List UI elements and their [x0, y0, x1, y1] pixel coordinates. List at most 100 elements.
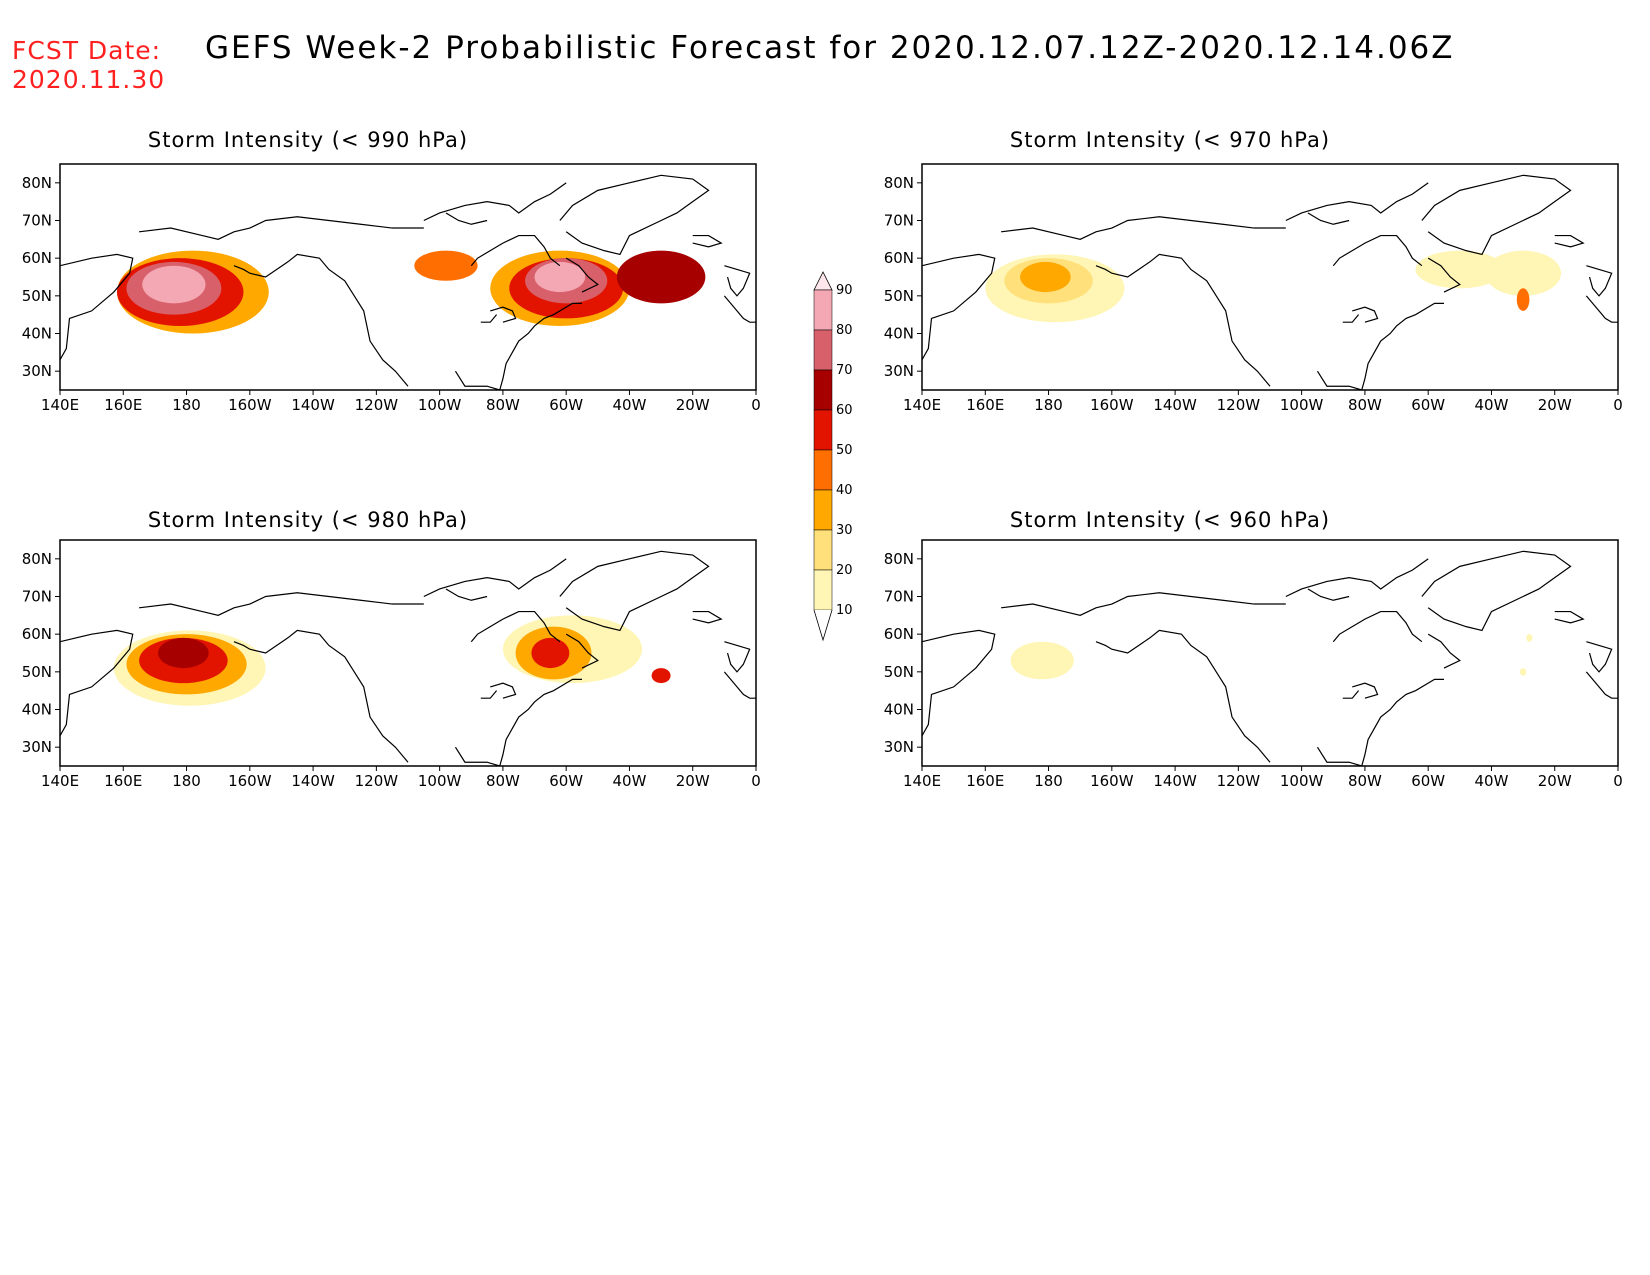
coastline — [423, 182, 567, 222]
coastline — [1332, 610, 1423, 643]
probability-contour — [1010, 641, 1074, 680]
x-tick-label: 140W — [1153, 396, 1197, 414]
x-tick-label: 180 — [1034, 772, 1063, 790]
probability-contour — [1415, 250, 1505, 289]
map-panel-970: 140E 160E 180 160W 140W 120W 100W 80W 60W 40W 20W 0… — [862, 160, 1642, 430]
x-tick-label: 100W — [418, 772, 462, 790]
x-tick-label: 140W — [291, 772, 335, 790]
coastline — [559, 550, 710, 632]
coastline — [139, 592, 424, 616]
colorbar-swatch — [813, 529, 833, 571]
colorbar: 10 20 30 40 50 60 70 80 90 — [808, 270, 868, 694]
panel-title-960: Storm Intensity (< 960 hPa) — [1009, 508, 1331, 532]
map-panel-990: 140E 160E 180 160W 140W 120W 100W 80W 60W 40W 20W 0… — [0, 160, 780, 430]
y-tick-label: 80N — [22, 174, 52, 192]
coastline — [470, 610, 561, 643]
y-tick-label: 30N — [884, 362, 914, 380]
coastline — [559, 174, 710, 256]
coastline — [724, 641, 751, 673]
y-tick-label: 30N — [22, 362, 52, 380]
coastline — [1585, 295, 1618, 323]
coastline — [723, 295, 756, 323]
colorbar-swatch — [813, 449, 833, 491]
colorbar-swatch — [813, 369, 833, 411]
y-tick-label: 70N — [22, 588, 52, 606]
y-tick-label: 60N — [884, 625, 914, 643]
coastline — [454, 302, 582, 390]
probability-contour — [1519, 668, 1527, 676]
coastline — [1332, 234, 1423, 267]
probability-shading — [113, 615, 671, 706]
x-tick-label: 140E — [903, 396, 941, 414]
map-panel-960: 140E 160E 180 160W 140W 120W 100W 80W 60W 40W 20W 0… — [862, 536, 1642, 806]
y-tick-label: 50N — [22, 287, 52, 305]
probability-contour — [414, 250, 478, 281]
coastline — [1285, 558, 1429, 598]
coastlines — [60, 174, 756, 390]
probability-contour — [1020, 261, 1071, 293]
x-tick-label: 160E — [104, 396, 142, 414]
panel-title-970: Storm Intensity (< 970 hPa) — [1009, 128, 1331, 152]
coastline — [1001, 216, 1286, 240]
x-tick-label: 120W — [355, 772, 399, 790]
coastline — [470, 234, 561, 267]
coastline — [1586, 265, 1613, 297]
coastline — [723, 671, 756, 699]
coastline — [1316, 678, 1444, 766]
map-frame — [921, 163, 1619, 391]
coastline — [1554, 610, 1585, 624]
map-frame — [59, 163, 757, 391]
x-tick-label: 20W — [676, 772, 710, 790]
coastline — [724, 265, 751, 297]
panel-title-990: Storm Intensity (< 990 hPa) — [147, 128, 469, 152]
x-tick-label: 160E — [966, 396, 1004, 414]
y-tick-label: 70N — [884, 588, 914, 606]
probability-contour — [142, 265, 206, 304]
y-tick-label: 40N — [22, 701, 52, 719]
y-tick-label: 80N — [884, 174, 914, 192]
y-tick-label: 40N — [884, 701, 914, 719]
coastline — [1427, 633, 1461, 669]
x-tick-label: 0 — [751, 772, 761, 790]
coastline — [1421, 174, 1572, 256]
coastline — [565, 633, 599, 669]
probability-shading — [985, 250, 1562, 323]
coastline — [445, 212, 488, 225]
x-tick-label: 160E — [104, 772, 142, 790]
coastlines — [922, 550, 1618, 766]
x-tick-label: 140E — [41, 772, 79, 790]
coastline — [480, 314, 498, 323]
y-tick-label: 40N — [884, 325, 914, 343]
coastline — [445, 588, 488, 601]
coastline — [1095, 253, 1271, 387]
x-tick-label: 20W — [1538, 396, 1572, 414]
coastline — [1307, 212, 1350, 225]
main-title: GEFS Week-2 Probabilistic Forecast for 2… — [205, 30, 1455, 66]
y-tick-label: 30N — [22, 738, 52, 756]
x-tick-label: 160E — [966, 772, 1004, 790]
probability-contour — [1526, 634, 1533, 642]
x-tick-label: 160W — [1090, 772, 1134, 790]
coastline — [60, 253, 134, 361]
probability-contour — [1485, 250, 1562, 296]
probability-shading — [1010, 634, 1533, 680]
x-tick-label: 0 — [751, 396, 761, 414]
y-tick-label: 70N — [884, 212, 914, 230]
probability-contour — [1516, 288, 1530, 311]
colorbar-svg: 10 20 30 40 50 60 70 80 90 — [813, 271, 853, 642]
coastlines — [60, 550, 756, 766]
coastline — [139, 216, 424, 240]
panel-title-980: Storm Intensity (< 980 hPa) — [147, 508, 469, 532]
x-tick-label: 120W — [1217, 772, 1261, 790]
coastline — [1586, 641, 1613, 673]
x-tick-label: 120W — [1217, 396, 1261, 414]
coastline — [490, 306, 517, 323]
colorbar-label: 80 — [836, 323, 853, 338]
coastline — [1095, 629, 1271, 763]
colorbar-swatch — [813, 409, 833, 451]
coastline — [1352, 682, 1379, 699]
colorbar-label: 10 — [836, 603, 853, 618]
x-tick-label: 20W — [676, 396, 710, 414]
probability-contour — [531, 637, 570, 669]
colorbar-swatch — [813, 489, 833, 531]
